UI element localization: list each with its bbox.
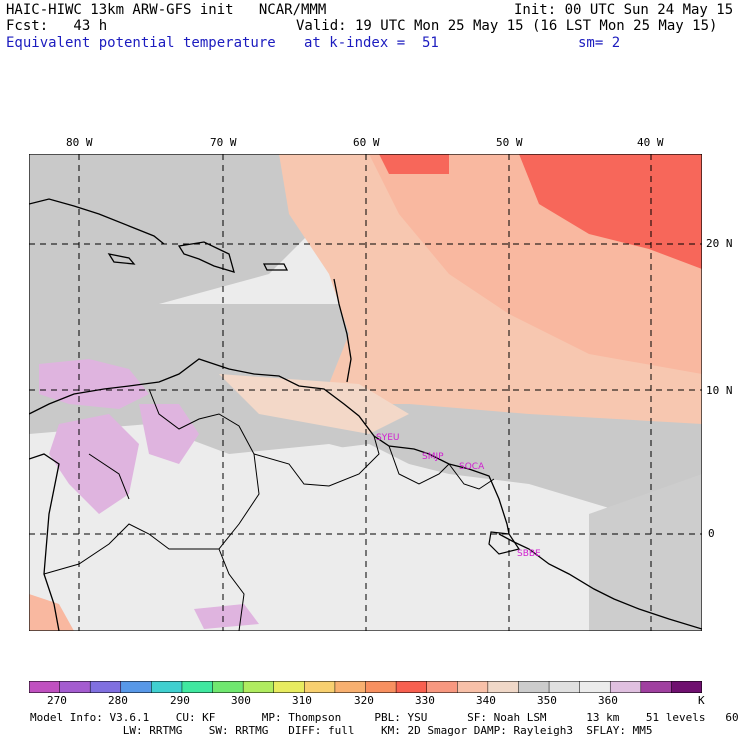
colorbar-cell (426, 681, 459, 693)
colorbar (29, 681, 702, 693)
colorbar-cell (457, 681, 489, 693)
lon-label-50w: 50 W (496, 136, 523, 149)
lilac-patch-center (139, 404, 199, 464)
colorbar-cell (212, 681, 244, 693)
colorbar-cell (151, 681, 183, 693)
colorbar-label-360: 360 (598, 694, 618, 707)
colorbar-cell (120, 681, 153, 693)
lat-label-20n: 20 N (706, 237, 733, 250)
gray-region-se (589, 474, 702, 631)
title-line: HAIC-HIWC 13km ARW-GFS init NCAR/MMM (6, 2, 327, 18)
station-label-sbbe: SBBE (517, 549, 541, 559)
lat-label-10n: 10 N (706, 384, 733, 397)
forecast-hour: Fcst: 43 h (6, 18, 108, 34)
colorbar-label-310: 310 (292, 694, 312, 707)
borders (43, 388, 495, 631)
coral-corner (29, 594, 74, 631)
colorbar-unit: K (698, 694, 705, 707)
model-info-line1: Model Info: V3.6.1 CU: KF MP: Thompson P… (30, 711, 740, 724)
lilac-patch-west (49, 414, 139, 514)
smoothing-info: sm= 2 (578, 35, 621, 51)
colorbar-cell (609, 681, 642, 693)
hot-region-small (379, 154, 449, 174)
colorbar-cell (518, 681, 550, 693)
station-label-syeu: SYEU (376, 433, 399, 443)
lon-label-60w: 60 W (353, 136, 380, 149)
colorbar-cell (29, 681, 61, 693)
gray-region-caribbean (29, 154, 359, 314)
pacific-coast (29, 453, 60, 631)
cuba-coast (29, 198, 165, 245)
venezuela-guyana-border (253, 435, 380, 487)
lon-label-70w: 70 W (210, 136, 237, 149)
hot-region (519, 154, 702, 269)
jamaica-coast (107, 253, 136, 265)
lilac-patch-south (194, 604, 259, 629)
colorbar-label-340: 340 (476, 694, 496, 707)
lat-label-0: 0 (708, 527, 715, 540)
station-label-smjp: SMJP (422, 452, 444, 462)
colorbar-cell (365, 681, 397, 693)
colorbar-cell (671, 681, 702, 693)
field-name: Equivalent potential temperature (6, 35, 276, 51)
colorbar-label-270: 270 (47, 694, 67, 707)
south-america-north-coast (29, 358, 510, 535)
level-info: at k-index = 51 (304, 35, 439, 51)
colorbar-label-350: 350 (537, 694, 557, 707)
colorbar-cell (548, 681, 581, 693)
lesser-antilles (333, 278, 352, 383)
colorbar-label-300: 300 (231, 694, 251, 707)
colorbar-cell (181, 681, 214, 693)
colorbar-cell (89, 681, 122, 693)
theta-e-map: SYEU SMJP SOCA SBBE (29, 154, 702, 631)
station-label-soca: SOCA (459, 462, 485, 472)
colorbar-label-320: 320 (354, 694, 374, 707)
colorbar-cell (487, 681, 520, 693)
lon-label-80w: 80 W (66, 136, 93, 149)
colorbar-label-290: 290 (170, 694, 190, 707)
colorbar-cell (640, 681, 673, 693)
colorbar-cell (59, 681, 91, 693)
colorbar-cell (273, 681, 306, 693)
brazil-coast (498, 533, 702, 630)
init-time: Init: 00 UTC Sun 24 May 15 (514, 2, 734, 18)
colorbar-label-330: 330 (415, 694, 435, 707)
colorbar-cell (242, 681, 275, 693)
colorbar-cell (395, 681, 428, 693)
colorbar-cell (579, 681, 611, 693)
colombia-inner-border (88, 453, 130, 500)
graticule (29, 154, 702, 631)
valid-time: Valid: 19 UTC Mon 25 May 15 (16 LST Mon … (296, 18, 718, 34)
colorbar-label-280: 280 (108, 694, 128, 707)
guyana-suriname-border (388, 445, 450, 485)
puerto-rico-coast (262, 263, 289, 271)
model-info-line2: LW: RRTMG SW: RRTMG DIFF: full KM: 2D Sm… (30, 724, 653, 737)
colombia-peru-border (43, 523, 219, 575)
lon-label-40w: 40 W (637, 136, 664, 149)
suriname-guiana-border (448, 463, 495, 490)
colorbar-cell (334, 681, 367, 693)
colorbar-cell (304, 681, 336, 693)
